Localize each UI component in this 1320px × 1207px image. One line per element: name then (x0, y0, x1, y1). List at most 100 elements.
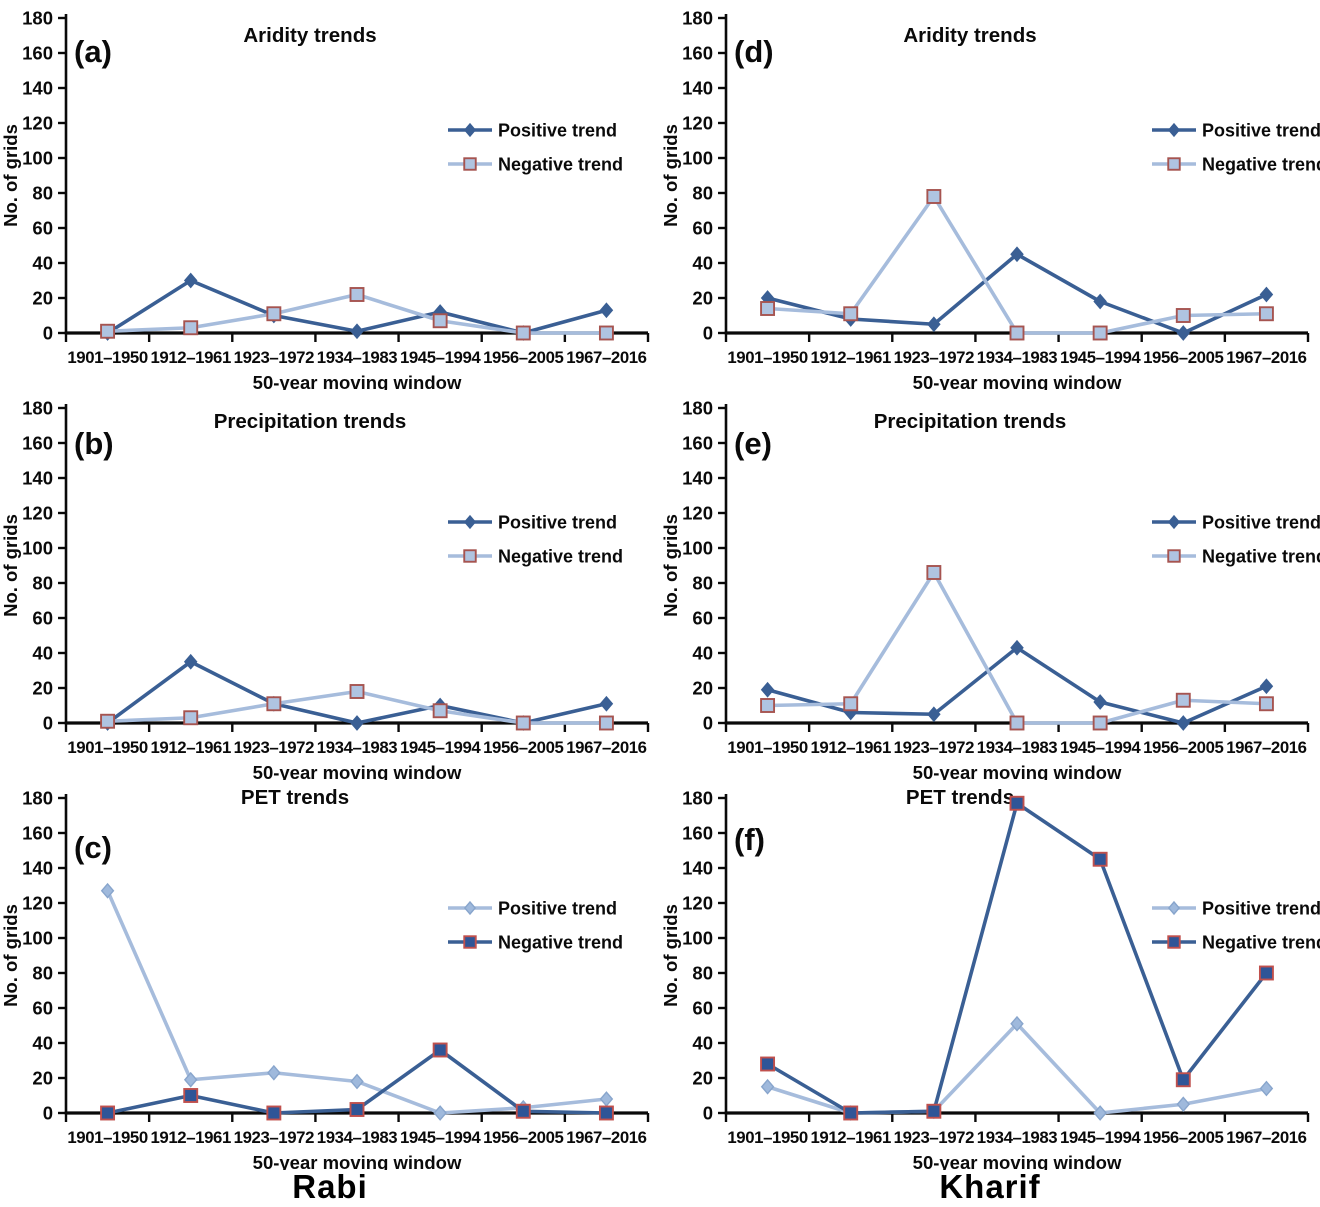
legend-item-negative: Negative trend (1152, 933, 1320, 953)
x-tick-label: 1912–1961 (811, 348, 891, 367)
data-point-marker (1092, 851, 1108, 867)
data-point-marker (183, 272, 198, 289)
y-tick-label: 120 (682, 503, 713, 524)
x-tick-label: 1901–1950 (727, 738, 807, 757)
legend-item-negative: Negative trend (1152, 547, 1320, 567)
y-tick-label: 0 (703, 1103, 713, 1124)
x-axis-title: 50-year moving window (253, 372, 462, 390)
data-point-marker (1167, 935, 1181, 949)
x-tick-label: 1912–1961 (151, 1128, 231, 1147)
chart-title: Precipitation trends (874, 410, 1067, 433)
x-tick-label: 1934–1983 (317, 1128, 397, 1147)
data-point-marker (1258, 696, 1274, 712)
x-tick-label: 1912–1961 (811, 738, 891, 757)
y-axis-title: No. of grids (0, 904, 21, 1007)
legend-item-negative: Negative trend (448, 547, 623, 567)
chart-title: PET trends (906, 786, 1014, 809)
y-tick-label: 100 (682, 928, 713, 949)
legend-item-negative: Negative trend (1152, 155, 1320, 175)
x-tick-label: 1923–1972 (894, 1128, 974, 1147)
data-point-marker (1009, 325, 1025, 341)
panel-f: 0 20 40 60 80 100 120 140 160 180 1901–1950 1912–19… (660, 780, 1320, 1170)
y-tick-label: 60 (692, 608, 713, 629)
y-tick-label: 120 (682, 893, 713, 914)
chart-panel-b: 0 20 40 60 80 100 120 140 160 180 1901–1950 1912–19… (0, 398, 650, 780)
x-tick-label: 1934–1983 (977, 348, 1057, 367)
legend-label: Negative trend (1202, 933, 1320, 953)
x-axis-title: 50-year moving window (253, 1152, 462, 1170)
data-point-marker (350, 715, 364, 731)
y-tick-label: 40 (692, 253, 713, 274)
y-tick-label: 60 (692, 998, 713, 1019)
x-tick-label: 1956–2005 (1143, 1128, 1223, 1147)
y-tick-label: 20 (32, 1068, 53, 1089)
data-point-marker (1175, 692, 1191, 708)
data-point-marker (266, 1105, 282, 1121)
x-tick-label: 1912–1961 (811, 1128, 891, 1147)
data-point-marker (599, 695, 614, 712)
data-point-marker (760, 301, 776, 316)
data-point-marker (1009, 715, 1025, 731)
data-point-marker (350, 1073, 364, 1090)
data-point-marker (349, 684, 365, 699)
x-tick-label: 1956–2005 (483, 348, 563, 367)
data-point-marker (267, 1064, 281, 1081)
data-point-marker (1258, 306, 1274, 322)
x-tick-label: 1945–1994 (1060, 738, 1141, 757)
data-point-marker (183, 320, 199, 336)
column-kharif: 0 20 40 60 80 100 120 140 160 180 1901–1950 1912–19… (660, 0, 1320, 1207)
y-tick-label: 160 (22, 43, 53, 64)
legend: Positive trend Negative trend (448, 899, 623, 953)
data-point-marker (927, 706, 941, 723)
legend-item-positive: Positive trend (448, 513, 617, 533)
y-tick-label: 180 (682, 398, 713, 419)
x-tick-label: 1934–1983 (977, 738, 1057, 757)
data-point-marker (183, 653, 198, 670)
y-tick-label: 0 (43, 323, 53, 344)
y-tick-label: 80 (692, 573, 713, 594)
x-tick-label: 1956–2005 (483, 738, 563, 757)
x-tick-label: 1901–1950 (727, 1128, 807, 1147)
y-tick-label: 0 (43, 1103, 53, 1124)
data-point-marker (1093, 293, 1107, 310)
chart-panel-e: 0 20 40 60 80 100 120 140 160 180 1901–1950 1912–19… (660, 398, 1320, 781)
y-tick-label: 80 (692, 183, 713, 204)
x-tick-label: 1901–1950 (727, 348, 807, 367)
season-label-kharif: Kharif (939, 1168, 1041, 1205)
chart-title: Aridity trends (903, 24, 1036, 47)
data-point-marker (760, 1078, 775, 1095)
x-tick-label: 1945–1994 (400, 348, 481, 367)
x-tick-label: 1967–2016 (1226, 348, 1306, 367)
y-tick-label: 180 (682, 788, 713, 809)
x-axis-title: 50-year moving window (253, 762, 462, 780)
data-point-marker (100, 1105, 116, 1121)
x-tick-label: 1967–2016 (566, 738, 646, 757)
data-point-marker (1176, 1096, 1191, 1113)
legend-label: Positive trend (1202, 513, 1320, 533)
chart-panel-d: 0 20 40 60 80 100 120 140 160 180 1901–1950 1912–19… (660, 8, 1320, 391)
x-tick-label: 1945–1994 (1060, 348, 1141, 367)
data-point-marker (1092, 325, 1108, 341)
y-tick-label: 20 (692, 678, 713, 699)
data-point-marker (1010, 246, 1024, 263)
data-point-marker (1010, 1015, 1024, 1032)
y-tick-label: 40 (692, 1033, 713, 1054)
x-tick-label: 1956–2005 (1143, 348, 1223, 367)
legend-item-positive: Positive trend (448, 899, 617, 919)
data-point-marker (432, 703, 448, 719)
data-point-marker (463, 549, 477, 563)
x-tick-label: 1901–1950 (67, 738, 147, 757)
series-line-negative (765, 194, 1269, 335)
x-tick-label: 1967–2016 (1226, 1128, 1306, 1147)
x-tick-label: 1956–2005 (483, 1128, 563, 1147)
y-tick-label: 160 (22, 823, 53, 844)
y-tick-label: 160 (682, 823, 713, 844)
data-point-marker (1176, 325, 1191, 341)
y-tick-label: 100 (22, 148, 53, 169)
y-tick-label: 60 (32, 998, 53, 1019)
data-point-marker (1167, 900, 1181, 916)
y-tick-label: 100 (22, 928, 53, 949)
y-tick-label: 20 (32, 678, 53, 699)
y-tick-label: 80 (692, 963, 713, 984)
x-tick-label: 1923–1972 (234, 348, 314, 367)
